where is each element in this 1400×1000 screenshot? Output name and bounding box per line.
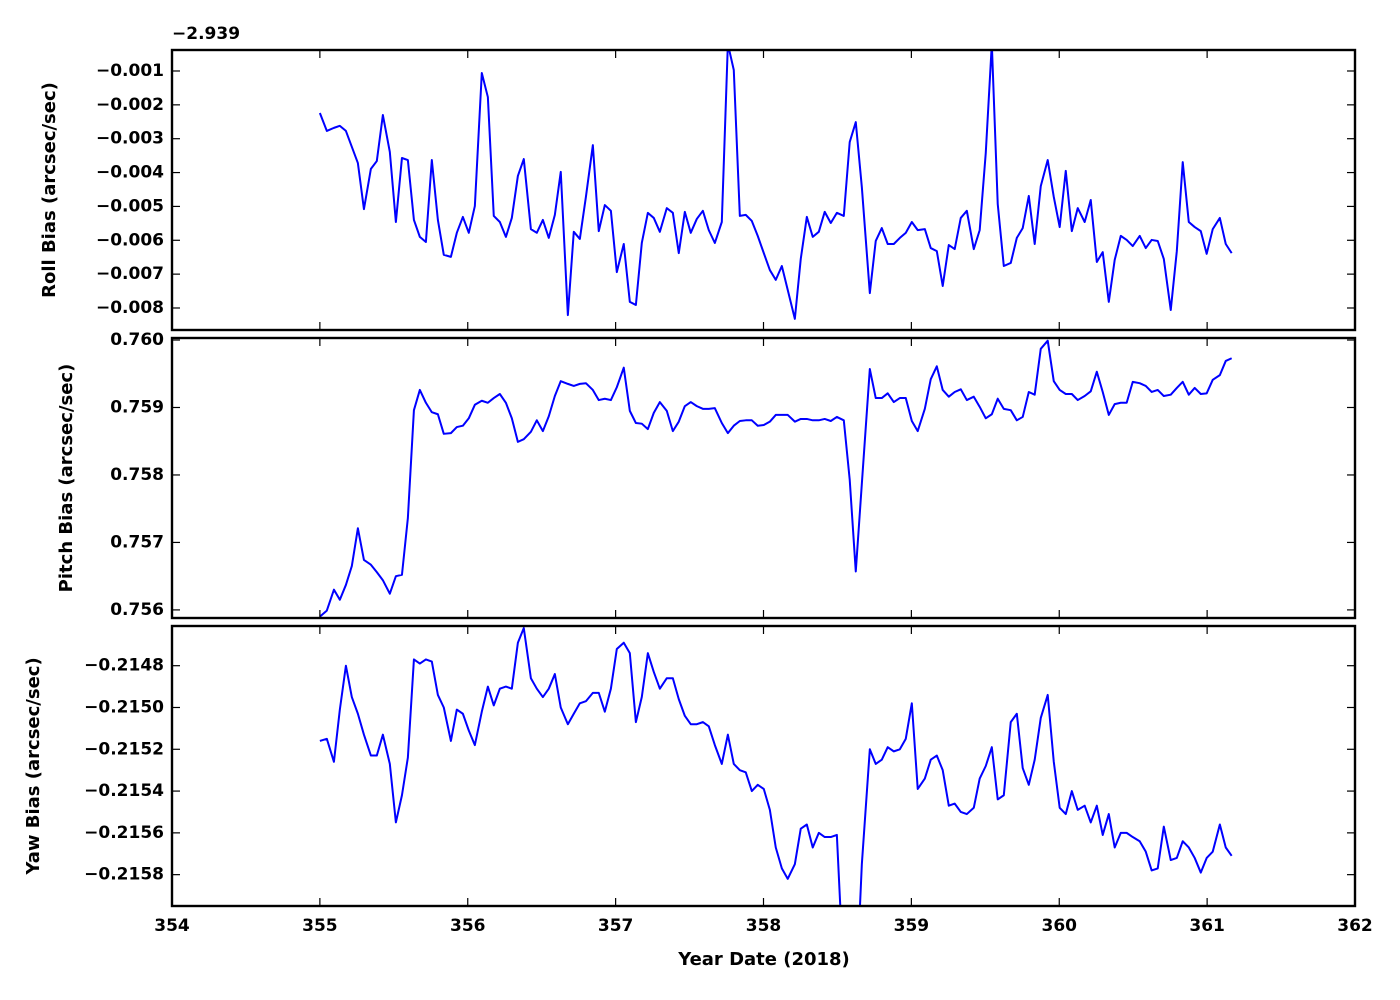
y-axis-label: Pitch Bias (arcsec/sec)	[56, 364, 77, 593]
y-tick-label: −0.2150	[84, 697, 164, 717]
y-tick-label: 0.757	[110, 532, 164, 552]
x-axis-label: Year Date (2018)	[677, 949, 850, 970]
y-tick-label: −0.2154	[84, 781, 164, 801]
y-tick-label: 0.760	[110, 330, 164, 350]
x-tick-label: 359	[894, 916, 930, 936]
y-tick-label: −0.001	[96, 61, 164, 81]
y-tick-label: −0.007	[96, 264, 164, 284]
x-tick-label: 360	[1042, 916, 1078, 936]
y-tick-label: 0.758	[110, 465, 164, 485]
y-tick-label: −0.005	[96, 196, 164, 216]
y-tick-label: −0.004	[96, 163, 164, 183]
x-tick-label: 358	[746, 916, 782, 936]
axes-frame	[170, 336, 1357, 620]
y-axis-label: Yaw Bias (arcsec/sec)	[23, 657, 44, 875]
axes-frame	[170, 48, 1357, 332]
y-tick-label: −0.2158	[84, 865, 164, 885]
y-tick-label: −0.2156	[84, 823, 164, 843]
y-axis-label: Roll Bias (arcsec/sec)	[39, 82, 60, 298]
y-tick-label: −0.006	[96, 230, 164, 250]
data-line	[319, 627, 1233, 906]
y-tick-label: −0.002	[96, 95, 164, 115]
data-line	[319, 339, 1233, 618]
x-tick-label: 357	[598, 916, 634, 936]
y-tick-label: −0.008	[96, 298, 164, 318]
y-tick-label: −0.2148	[84, 656, 164, 676]
y-tick-label: 0.759	[110, 397, 164, 417]
y-tick-label: −0.2152	[84, 739, 164, 759]
x-tick-label: 362	[1337, 916, 1373, 936]
x-tick-label: 355	[302, 916, 338, 936]
x-tick-label: 354	[154, 916, 190, 936]
y-tick-label: −0.003	[96, 129, 164, 149]
offset-label: −2.939	[172, 24, 240, 44]
x-tick-label: 361	[1189, 916, 1225, 936]
y-tick-label: 0.756	[110, 600, 164, 620]
x-tick-label: 356	[450, 916, 486, 936]
axes-frame	[170, 624, 1357, 908]
data-line	[318, 50, 1233, 320]
